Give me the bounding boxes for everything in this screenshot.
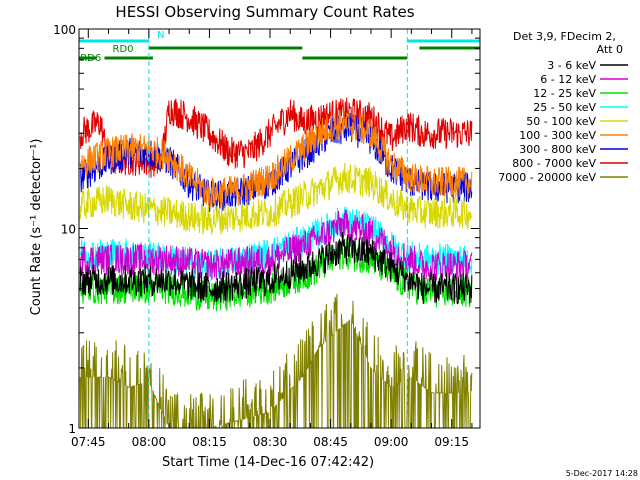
legend-entry-label-2: 12 - 25 keV <box>533 87 596 100</box>
flag-label-n: N <box>157 30 164 41</box>
legend-entry-label-5: 100 - 300 keV <box>519 129 596 142</box>
legend-entry-label-0: 3 - 6 keV <box>547 59 596 72</box>
x-tick-label: 08:15 <box>192 435 227 449</box>
y-axis-label: Count Rate (s⁻¹ detector⁻¹) <box>29 139 44 316</box>
y-tick-label: 100 <box>53 23 76 37</box>
series-line-0 <box>79 232 473 305</box>
legend-entry-label-3: 25 - 50 keV <box>533 101 596 114</box>
legend-entry-label-6: 300 - 800 keV <box>519 143 596 156</box>
x-tick-label: 08:30 <box>253 435 288 449</box>
x-tick-label: 08:00 <box>132 435 167 449</box>
flags-layer: N RD0 RD6 <box>79 30 480 64</box>
series-line-1 <box>79 209 473 282</box>
flag-label-rd0: RD0 <box>113 44 134 55</box>
axes-layer: 1 10 100 07:45 08:00 08:15 08:30 08:45 09:00 09:1… <box>53 23 481 449</box>
series-layer <box>79 97 473 429</box>
footer-date: 5-Dec-2017 14:28 <box>566 469 638 478</box>
chart-title: HESSI Observing Summary Count Rates <box>115 3 414 21</box>
legend-header-line: Att 0 <box>597 43 623 56</box>
x-tick-label: 09:15 <box>434 435 469 449</box>
x-tick-label: 09:00 <box>374 435 409 449</box>
legend-entry-label-8: 7000 - 20000 keV <box>498 171 596 184</box>
series-line-4 <box>79 162 472 236</box>
flag-label-rd6: RD6 <box>80 53 101 64</box>
legend-entry-label-1: 6 - 12 keV <box>540 73 596 86</box>
x-tick-label: 07:45 <box>71 435 106 449</box>
x-axis-label: Start Time (14-Dec-16 07:42:42) <box>162 455 374 470</box>
legend-entry-label-7: 800 - 7000 keV <box>512 157 596 170</box>
y-tick-label: 10 <box>61 223 76 237</box>
legend-entry-label-4: 50 - 100 keV <box>526 115 596 128</box>
series-line-7 <box>79 97 473 178</box>
series-line-5 <box>79 110 473 208</box>
y-tick-label: 1 <box>68 422 76 436</box>
x-tick-label: 08:45 <box>313 435 348 449</box>
legend-header-line: Det 3,9, FDecim 2, <box>513 30 616 43</box>
